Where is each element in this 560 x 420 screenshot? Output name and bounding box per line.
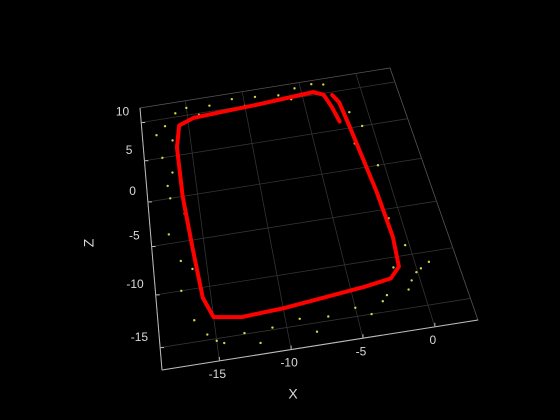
- z-tick-label: 10: [116, 105, 130, 119]
- point: [327, 315, 330, 318]
- x-tick-label: -5: [356, 344, 367, 358]
- z-tick-label: 5: [126, 143, 133, 157]
- grid-line: [155, 247, 453, 296]
- point: [385, 293, 389, 297]
- grid-line: [144, 118, 408, 162]
- grid-line: [355, 73, 436, 327]
- grid-line: [151, 200, 437, 247]
- point: [271, 326, 274, 329]
- point: [230, 97, 234, 101]
- point: [180, 289, 183, 293]
- point: [322, 83, 325, 86]
- point: [169, 197, 172, 200]
- point: [223, 341, 226, 345]
- point: [185, 106, 188, 110]
- point: [315, 330, 319, 333]
- z-axis-label: Z: [81, 238, 97, 247]
- point: [161, 156, 164, 160]
- point: [392, 266, 395, 269]
- point: [253, 95, 257, 99]
- point: [193, 319, 196, 322]
- grid-line: [160, 298, 471, 348]
- point: [298, 317, 301, 321]
- point: [277, 94, 280, 97]
- point: [163, 125, 167, 128]
- x-tick-label: 0: [429, 333, 436, 347]
- point: [370, 312, 373, 316]
- point: [427, 260, 431, 264]
- point: [310, 83, 313, 86]
- point: [381, 300, 384, 303]
- x-tick-label: -15: [209, 367, 227, 381]
- point: [166, 184, 169, 188]
- plot-box: [139, 67, 479, 371]
- grid-line: [147, 157, 422, 203]
- point: [208, 104, 211, 107]
- x-axis-label: X: [288, 386, 298, 402]
- point: [415, 271, 418, 274]
- z-tick-label: -15: [131, 330, 149, 344]
- point: [293, 87, 296, 90]
- trajectory: [174, 90, 401, 320]
- x-axis-line: [161, 319, 479, 371]
- point: [171, 139, 174, 142]
- point: [206, 333, 209, 336]
- z-tick-label: 0: [129, 184, 136, 198]
- x-tick-label: -10: [280, 356, 298, 370]
- point: [171, 171, 174, 174]
- point: [191, 267, 194, 271]
- point: [410, 279, 413, 282]
- grid-line: [298, 82, 364, 339]
- z-tick-label: -5: [129, 229, 140, 243]
- point: [407, 288, 410, 291]
- point: [419, 267, 423, 270]
- point: [243, 331, 246, 335]
- point: [348, 110, 351, 114]
- point: [174, 112, 177, 115]
- point: [215, 339, 218, 343]
- point: [354, 306, 357, 309]
- z-tick-label: -10: [126, 277, 144, 291]
- point: [259, 341, 262, 345]
- point: [360, 124, 364, 128]
- point: [167, 233, 171, 236]
- point: [376, 164, 380, 167]
- point: [155, 134, 158, 137]
- point: [403, 243, 407, 247]
- point: [179, 259, 183, 263]
- z-axis-line: [139, 107, 163, 371]
